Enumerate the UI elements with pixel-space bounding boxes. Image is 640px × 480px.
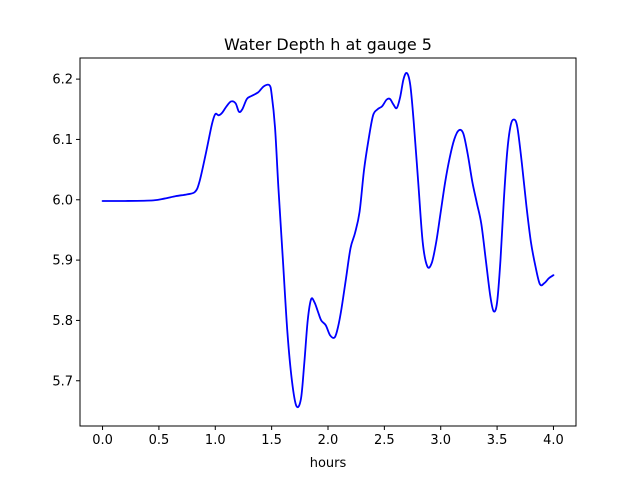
x-tick-label: 3.5 [487, 433, 508, 448]
x-tick-label: 2.5 [374, 433, 395, 448]
x-tick-label: 1.5 [261, 433, 282, 448]
x-axis-label: hours [310, 456, 347, 471]
y-tick-label: 5.7 [52, 374, 73, 389]
series-line [101, 71, 555, 409]
y-tick-label: 6.2 [52, 73, 73, 88]
x-tick-label: 3.0 [430, 433, 451, 448]
x-tick-label: 0.0 [92, 433, 113, 448]
y-tick-label: 5.8 [52, 314, 73, 329]
y-tick-label: 6.1 [52, 133, 73, 148]
series-layer [101, 71, 555, 409]
y-tick-label: 6.0 [52, 193, 73, 208]
y-tick-label: 5.9 [52, 254, 73, 269]
x-axis: 0.0 0.5 1.0 1.5 2.0 2.5 3.0 3.5 4.0 [92, 426, 564, 448]
y-axis: 5.7 5.8 5.9 6.0 6.1 6.2 [52, 73, 80, 389]
x-tick-label: 1.0 [205, 433, 226, 448]
x-tick-label: 2.0 [318, 433, 339, 448]
x-tick-label: 4.0 [543, 433, 564, 448]
x-tick-label: 0.5 [149, 433, 170, 448]
chart-title: Water Depth h at gauge 5 [224, 35, 432, 54]
